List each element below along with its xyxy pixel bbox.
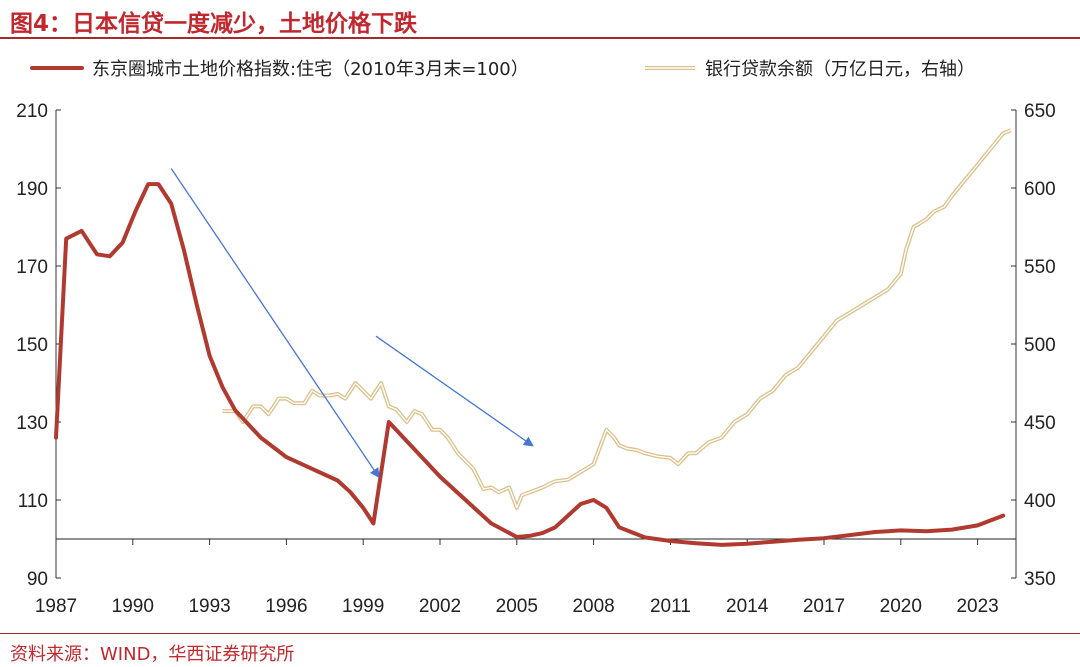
x-tick-label: 2002: [419, 596, 461, 617]
trend-arrow: [375, 335, 534, 447]
plot-frame: [55, 110, 1017, 578]
x-tick-label: 1987: [35, 596, 77, 617]
legend-label-land: 东京圈城市土地价格指数:住宅（2010年3月末=100）: [92, 59, 529, 80]
x-tick-label: 2020: [880, 596, 922, 617]
source-note: 资料来源：WIND，华西证券研究所: [10, 644, 295, 665]
left-tick-label: 210: [16, 101, 48, 122]
right-tick-label: 350: [1024, 569, 1056, 590]
source-divider: [0, 633, 1080, 634]
legend: 东京圈城市土地价格指数:住宅（2010年3月末=100） 银行贷款余额（万亿日元…: [30, 59, 975, 80]
annotation-layer: [170, 168, 534, 479]
right-tick-label: 600: [1024, 179, 1056, 200]
x-tick-label: 2011: [650, 596, 691, 617]
x-tick-label: 2017: [803, 596, 845, 617]
left-tick-label: 190: [16, 179, 48, 200]
left-axis-ticks: 210 190 170 150 130 110 90: [16, 101, 61, 590]
right-tick-label: 500: [1024, 335, 1056, 356]
title-divider: [0, 37, 1080, 39]
x-axis-ticks: 1987 1990 1993 1996 1999 2002 2005 2008 2011 2014…: [35, 539, 999, 617]
x-tick-label: 2023: [956, 596, 998, 617]
left-tick-label: 170: [16, 257, 48, 278]
right-tick-label: 650: [1024, 101, 1056, 122]
series-line-loan-outer: [222, 128, 1012, 510]
right-tick-label: 550: [1024, 257, 1056, 278]
x-tick-label: 2005: [496, 596, 538, 617]
series-line-land: [54, 182, 1006, 547]
series-layer: [54, 128, 1012, 547]
x-tick-label: 1999: [342, 596, 384, 617]
right-axis-ticks: 650 600 550 500 450 400 350: [1011, 101, 1056, 590]
left-tick-label: 110: [18, 491, 48, 512]
left-tick-label: 150: [16, 335, 48, 356]
right-tick-label: 450: [1024, 413, 1056, 434]
left-tick-label: 90: [27, 569, 48, 590]
x-tick-label: 1990: [112, 596, 154, 617]
series-line-loan: [222, 129, 1012, 509]
x-tick-label: 2008: [572, 596, 614, 617]
trend-arrow: [170, 168, 380, 479]
x-tick-label: 1993: [188, 596, 230, 617]
legend-label-loan: 银行贷款余额（万亿日元，右轴）: [705, 59, 975, 80]
x-tick-label: 2014: [726, 596, 769, 617]
right-tick-label: 400: [1024, 491, 1056, 512]
page-title: 图4：日本信贷一度减少，土地价格下跌: [10, 11, 418, 37]
x-tick-label: 1996: [265, 596, 307, 617]
left-tick-label: 130: [16, 413, 48, 434]
